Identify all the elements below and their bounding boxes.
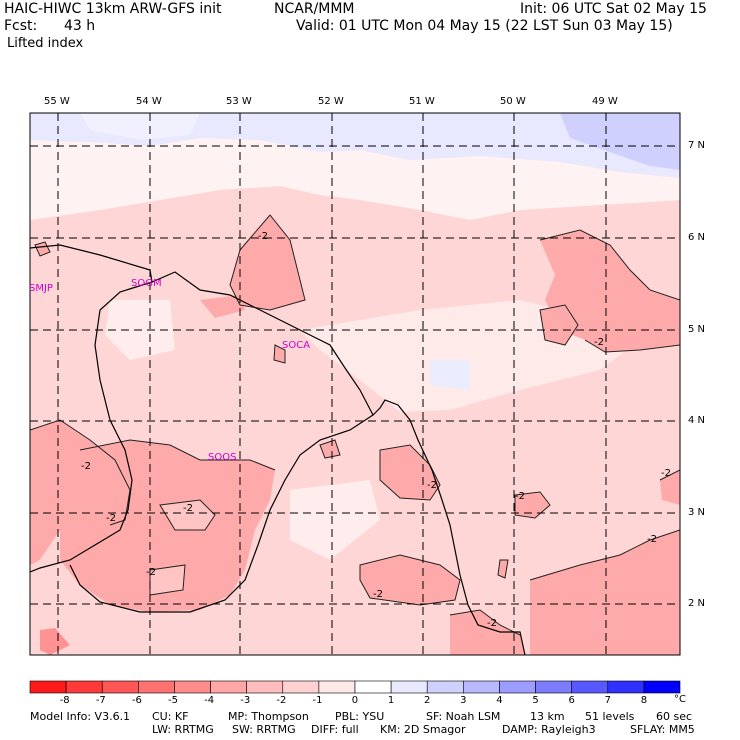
contour-label: -2 (81, 461, 91, 472)
init-time: Init: 06 UTC Sat 02 May 15 (520, 1, 707, 17)
colorbar-swatch (246, 680, 284, 694)
contour-label: -2 (647, 534, 657, 545)
fcst-label: Fcst: (4, 18, 38, 34)
lon-label-53w: 53 W (226, 96, 252, 107)
colorbar-tick-label: 4 (496, 695, 503, 706)
colorbar-tick-label: -7 (95, 695, 106, 706)
colorbar-tick-label: -8 (59, 695, 70, 706)
lifted-index-field (30, 113, 680, 655)
colorbar-tick-label: 8 (640, 695, 648, 706)
colorbar-tick-label: -5 (168, 695, 179, 706)
colorbar-swatch (463, 680, 500, 694)
lat-label-7n: 7 N (688, 140, 706, 151)
lon-label-49w: 49 W (592, 96, 618, 107)
colorbar-swatch (318, 680, 356, 694)
colorbar-swatch (607, 680, 645, 694)
station-label-sogm: SOGM (131, 278, 162, 289)
footer-sf: SF: Noah LSM (426, 710, 501, 723)
colorbar-swatch (354, 680, 392, 694)
footer-timestep: 60 sec (656, 710, 693, 723)
colorbar-tick-label: 7 (604, 695, 611, 706)
station-label-smjp: SMJP (29, 283, 53, 294)
footer-cu: CU: KF (152, 710, 189, 723)
colorbar-tick-label: 1 (387, 695, 395, 706)
footer-damp: DAMP: Rayleigh3 (502, 723, 596, 736)
contour-label: -2 (183, 503, 193, 514)
footer-sflay: SFLAY: MM5 (630, 723, 695, 736)
contour-label: -2 (487, 618, 497, 629)
footer-sw: SW: RRTMG (232, 723, 296, 736)
colorbar-swatch (138, 680, 175, 694)
contour-label: -2 (594, 337, 604, 348)
colorbar-tick-label: 3 (460, 695, 467, 706)
footer-model-info: Model Info: V3.6.1 (30, 710, 131, 723)
contour-label: -2 (661, 468, 671, 479)
colorbar (29, 680, 681, 694)
colorbar-swatch (29, 680, 67, 694)
colorbar-swatch (390, 680, 428, 694)
colorbar-swatch (65, 680, 103, 694)
graticule (30, 113, 680, 655)
lon-label-52w: 52 W (318, 96, 344, 107)
contour-label: -2 (258, 231, 268, 242)
field-name: Lifted index (7, 36, 84, 51)
lat-label-5n: 5 N (688, 324, 706, 335)
footer-diff: DIFF: full (311, 723, 359, 736)
colorbar-tick-label: 5 (532, 695, 539, 706)
org-label: NCAR/MMM (274, 1, 355, 17)
colorbar-swatch (499, 680, 536, 694)
colorbar-tick-label: -1 (312, 695, 323, 706)
lon-label-55w: 55 W (44, 96, 70, 107)
valid-time: Valid: 01 UTC Mon 04 May 15 (22 LST Sun … (296, 18, 673, 34)
footer-res: 13 km (530, 710, 565, 723)
contour-label: -2 (106, 513, 116, 524)
colorbar-swatch (571, 680, 609, 694)
colorbar-swatch (101, 680, 139, 694)
footer-levels: 51 levels (585, 710, 635, 723)
lat-label-4n: 4 N (688, 415, 706, 426)
map-frame (29, 112, 681, 656)
model-title: HAIC-HIWC 13km ARW-GFS init (4, 1, 222, 17)
colorbar-tick-label: -4 (204, 695, 215, 706)
coastline (30, 244, 526, 655)
station-label-soos: SOOS (208, 452, 237, 463)
colorbar-tick-label: -3 (240, 695, 251, 706)
colorbar-tick-label: -6 (131, 695, 142, 706)
lat-label-3n: 3 N (688, 507, 706, 518)
lat-label-6n: 6 N (688, 232, 706, 243)
colorbar-swatch (174, 680, 211, 694)
lon-label-51w: 51 W (409, 96, 435, 107)
fcst-value: 43 h (64, 18, 96, 34)
lon-label-50w: 50 W (500, 96, 526, 107)
footer-lw: LW: RRTMG (152, 723, 214, 736)
colorbar-tick-label: 0 (351, 695, 359, 706)
footer-pbl: PBL: YSU (335, 710, 385, 723)
colorbar-tick-label: 6 (568, 695, 575, 706)
colorbar-unit: °C (674, 694, 686, 705)
colorbar-swatch (282, 680, 320, 694)
colorbar-swatch (535, 680, 572, 694)
colorbar-swatch (426, 680, 464, 694)
contour-label: -2 (373, 589, 383, 600)
colorbar-swatch (210, 680, 247, 694)
station-label-soca: SOCA (282, 340, 311, 351)
contour-label: -2 (515, 491, 525, 502)
footer-km: KM: 2D Smagor (380, 723, 466, 736)
colorbar-swatch (643, 680, 681, 694)
contour-label: -2 (427, 480, 437, 491)
lat-label-2n: 2 N (688, 598, 706, 609)
colorbar-tick-label: -2 (276, 695, 287, 706)
colorbar-tick-label: 2 (424, 695, 431, 706)
lon-label-54w: 54 W (136, 96, 162, 107)
footer-mp: MP: Thompson (228, 710, 309, 723)
contour-label: -2 (146, 567, 156, 578)
